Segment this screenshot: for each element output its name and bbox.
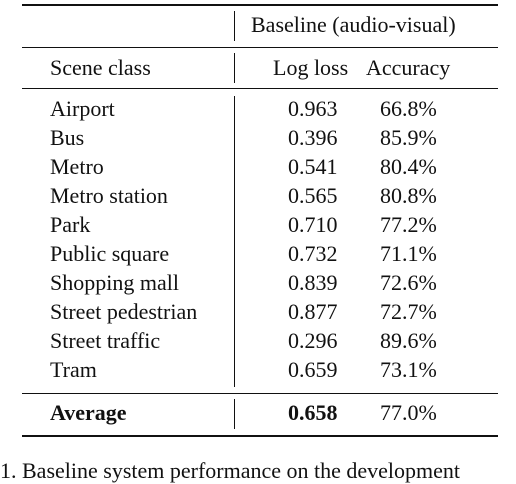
top-rule [22,4,498,6]
average-accuracy: 77.0% [380,400,437,425]
row-scene: Metro [50,154,104,179]
row-accuracy: 73.1% [380,357,437,382]
row-scene: Street pedestrian [50,299,198,324]
header-scene-class: Scene class [50,55,151,80]
row-logloss: 0.963 [288,96,338,121]
row-logloss: 0.659 [288,357,338,382]
header-log-loss: Log loss [273,55,349,80]
row-scene: Park [50,212,91,237]
row-logloss: 0.732 [288,241,338,266]
bottom-rule [22,435,498,437]
body-separator [234,96,235,387]
average-logloss: 0.658 [288,400,338,425]
row-scene: Metro station [50,183,168,208]
row-accuracy: 85.9% [380,125,437,150]
average-rule [22,393,498,394]
row-accuracy: 89.6% [380,328,437,353]
row-scene: Street traffic [50,328,161,353]
row-logloss: 0.396 [288,125,338,150]
header-separator [234,53,235,83]
row-accuracy: 80.4% [380,154,437,179]
row-logloss: 0.877 [288,299,338,324]
row-accuracy: 80.8% [380,183,437,208]
group-header-rule [22,47,498,48]
header-rule [22,88,498,89]
row-accuracy: 71.1% [380,241,437,266]
row-logloss: 0.839 [288,270,338,295]
table-caption: 1. Baseline system performance on the de… [0,458,461,483]
row-accuracy: 72.7% [380,299,437,324]
group-header: Baseline (audio-visual) [251,12,456,37]
row-scene: Tram [50,357,97,382]
row-accuracy: 72.6% [380,270,437,295]
row-scene: Shopping mall [50,270,179,295]
header-accuracy: Accuracy [366,55,451,80]
row-logloss: 0.541 [288,154,338,179]
row-scene: Airport [50,96,115,121]
row-accuracy: 66.8% [380,96,437,121]
row-logloss: 0.565 [288,183,338,208]
row-accuracy: 77.2% [380,212,437,237]
row-scene: Public square [50,241,170,266]
average-separator [234,399,235,429]
row-logloss: 0.296 [288,328,338,353]
average-label: Average [50,400,127,425]
row-logloss: 0.710 [288,212,338,237]
group-header-separator [234,11,235,41]
row-scene: Bus [50,125,85,150]
